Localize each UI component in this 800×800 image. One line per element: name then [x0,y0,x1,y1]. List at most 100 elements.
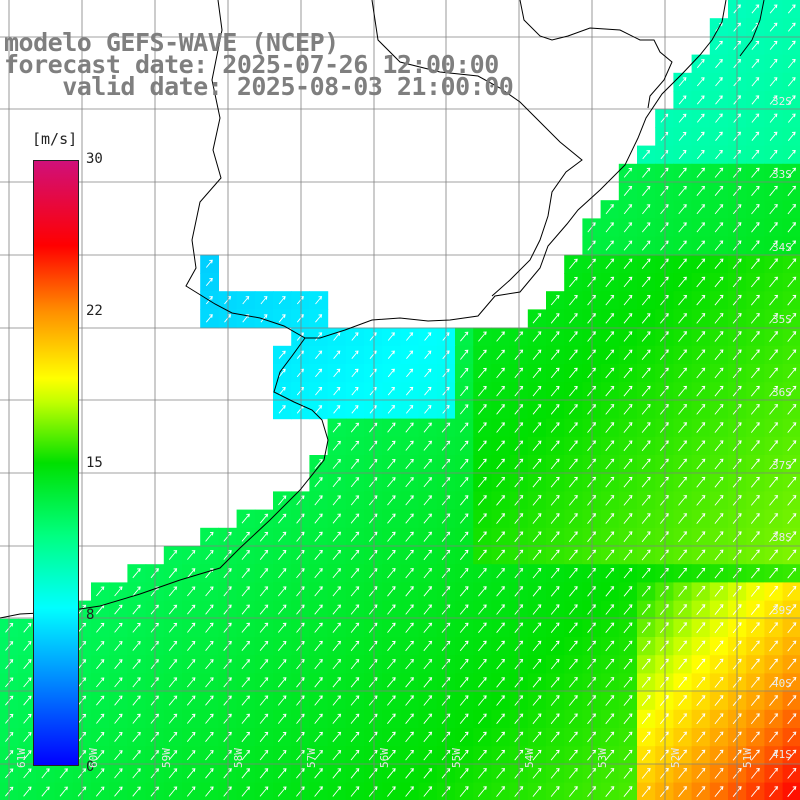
wind-arrow [696,59,705,69]
wind-arrow [696,385,706,397]
wind-arrow [550,731,560,743]
wind-arrow [387,640,396,652]
wind-arrow [314,640,323,652]
wind-arrow [641,422,651,433]
wind-arrow [696,640,706,652]
wind-arrow [787,258,797,270]
wind-arrow [751,222,760,233]
wind-arrow [423,713,433,724]
wind-arrow [478,568,487,579]
wind-arrow [769,658,779,670]
wind-arrow [715,113,723,123]
wind-arrow [241,768,251,779]
wind-arrow [223,750,232,761]
wind-arrow [478,695,487,706]
wind-arrow [296,695,305,706]
lon-label-56w: 56W [378,748,391,768]
wind-arrow [259,586,269,597]
wind-arrow [751,77,760,87]
wind-arrow [605,695,615,706]
wind-arrow [532,786,542,797]
wind-arrow [241,786,251,797]
wind-arrow [333,350,341,359]
wind-arrow [787,77,796,87]
wind-arrow [168,641,178,651]
wind-arrow [459,459,469,469]
lat-label-35s: 35S [772,313,792,326]
wind-arrow [696,167,706,178]
wind-arrow [787,404,797,415]
wind-arrow [532,586,542,597]
wind-arrow [532,695,542,706]
wind-arrow [714,240,724,251]
wind-arrow [259,677,269,688]
wind-arrow [550,568,560,579]
wind-arrow [387,713,396,724]
wind-arrow [223,622,232,633]
wind-arrow [405,459,414,469]
wind-arrow [423,513,433,524]
wind-arrow [751,113,760,123]
wind-arrow [623,295,633,306]
wind-arrow [623,549,633,561]
wind-arrow [714,585,724,597]
wind-arrow [587,258,596,269]
wind-arrow [587,276,596,288]
wind-arrow [787,113,796,123]
wind-arrow [368,513,378,524]
wind-arrow [605,331,615,342]
wind-arrow [496,495,506,506]
wind-arrow [259,568,269,579]
wind-arrow [350,531,360,542]
wind-arrow [605,313,615,324]
wind-arrow [769,676,779,688]
wind-arrow [641,440,651,452]
wind-arrow [168,768,178,779]
wind-arrow [315,332,323,341]
wind-arrow [23,641,32,651]
wind-arrow [332,568,342,579]
wind-arrow [568,440,578,452]
wind-arrow [550,622,560,633]
wind-arrow [315,387,323,396]
wind-arrow [641,313,651,324]
wind-arrow [459,586,469,597]
wind-arrow [787,713,797,725]
wind-arrow [696,77,705,87]
wind-arrow [696,204,706,215]
wind-arrow [787,440,797,452]
wind-arrow [405,531,414,542]
wind-arrow [568,549,578,561]
wind-arrow [459,440,469,451]
wind-arrow [114,677,123,688]
wind-arrow [641,385,651,397]
wind-arrow [314,513,323,524]
wind-arrow [460,368,469,378]
wind-arrow [550,695,560,706]
lat-label-36s: 36S [772,386,792,399]
wind-arrow [350,677,360,688]
wind-arrow [205,659,214,670]
wind-arrow [678,604,688,615]
wind-arrow [769,222,778,233]
wind-arrow [424,368,432,378]
wind-arrow [350,622,360,633]
wind-arrow [568,713,578,725]
wind-arrow [714,640,724,652]
wind-arrow [496,622,505,633]
wind-arrow [787,185,797,197]
wind-arrow [277,731,287,743]
wind-arrow [496,331,505,342]
wind-arrow [605,568,615,579]
wind-arrow [678,222,687,233]
wind-arrow [459,622,469,633]
wind-arrow [696,240,706,251]
wind-arrow [277,750,287,761]
wind-arrow [478,477,487,488]
wind-arrow [750,622,760,634]
wind-arrow [241,713,251,724]
wind-arrow [568,677,578,688]
wind-arrow [568,531,578,543]
wind-arrow [787,513,797,524]
wind-arrow [314,768,323,779]
